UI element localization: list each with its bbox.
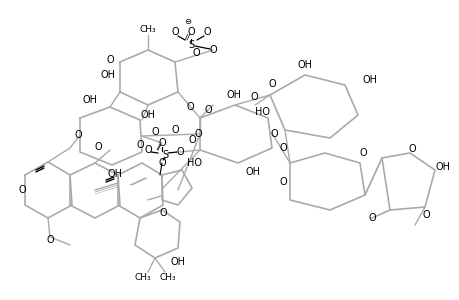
Text: O: O bbox=[186, 102, 193, 112]
Text: O: O bbox=[203, 27, 210, 37]
Text: O: O bbox=[94, 142, 101, 152]
Text: O: O bbox=[159, 208, 167, 218]
Text: O: O bbox=[187, 27, 195, 37]
Text: OH: OH bbox=[226, 90, 241, 100]
Text: O: O bbox=[192, 48, 199, 58]
Text: OH: OH bbox=[362, 75, 377, 85]
Text: O: O bbox=[279, 177, 286, 187]
Text: O: O bbox=[204, 105, 211, 115]
Text: OH: OH bbox=[245, 167, 260, 177]
Text: CH₃: CH₃ bbox=[134, 274, 151, 283]
Text: OH: OH bbox=[140, 110, 155, 120]
Text: S: S bbox=[188, 40, 194, 50]
Text: OH: OH bbox=[107, 169, 122, 179]
Text: O: O bbox=[188, 135, 196, 145]
Text: O: O bbox=[144, 145, 151, 155]
Text: O: O bbox=[209, 45, 216, 55]
Text: O: O bbox=[171, 125, 179, 135]
Text: OH: OH bbox=[297, 60, 312, 70]
Text: O: O bbox=[106, 55, 113, 65]
Text: O: O bbox=[367, 213, 375, 223]
Text: O: O bbox=[46, 235, 54, 245]
Text: OH: OH bbox=[82, 95, 97, 105]
Text: OH: OH bbox=[170, 257, 185, 267]
Text: O: O bbox=[269, 129, 277, 139]
Text: O: O bbox=[176, 147, 184, 157]
Text: OH: OH bbox=[435, 162, 449, 172]
Text: OH: OH bbox=[100, 70, 115, 80]
Text: CH₃: CH₃ bbox=[140, 25, 156, 34]
Text: O: O bbox=[250, 92, 257, 102]
Text: O: O bbox=[407, 144, 415, 154]
Text: O: O bbox=[194, 129, 202, 139]
Text: HO: HO bbox=[255, 107, 270, 117]
Text: O: O bbox=[151, 127, 158, 137]
Text: O: O bbox=[268, 79, 275, 89]
Text: O: O bbox=[158, 138, 165, 148]
Text: ⊖: ⊖ bbox=[184, 17, 191, 26]
Text: HO: HO bbox=[187, 158, 202, 168]
Text: CH₃: CH₃ bbox=[159, 274, 176, 283]
Text: O: O bbox=[279, 143, 286, 153]
Text: O: O bbox=[136, 140, 144, 150]
Text: O: O bbox=[74, 130, 82, 140]
Text: O: O bbox=[358, 148, 366, 158]
Text: S: S bbox=[162, 150, 168, 160]
Text: O: O bbox=[158, 158, 165, 168]
Text: O: O bbox=[171, 27, 179, 37]
Text: O: O bbox=[421, 210, 429, 220]
Text: O: O bbox=[18, 185, 26, 195]
